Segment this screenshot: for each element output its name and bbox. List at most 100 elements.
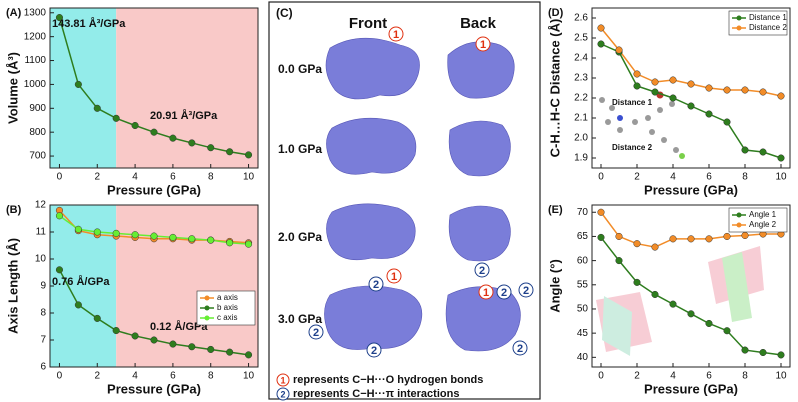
point [93, 228, 101, 236]
marker-circle [368, 276, 384, 292]
y-tick-label: 2.1 [574, 113, 588, 124]
y-tick-label: 1100 [24, 55, 46, 66]
x-tick-label: 4 [670, 371, 676, 382]
point [74, 225, 82, 233]
surface [325, 37, 420, 100]
panel-label: (D) [548, 7, 564, 19]
legend-marker [736, 222, 742, 228]
x-tick-label: 8 [742, 371, 748, 382]
point [723, 327, 731, 335]
point [207, 144, 215, 152]
annotation: 0.12 Å/GPa [150, 320, 208, 333]
marker-label: 2 [371, 345, 377, 357]
point [131, 231, 139, 239]
inset-label: Distance 2 [612, 143, 653, 152]
y-tick-label: 2.5 [574, 33, 588, 44]
y-tick-label: 700 [29, 151, 46, 162]
inset-molecule: Distance 1 Distance 2 [599, 91, 685, 159]
x-tick-label: 10 [243, 371, 255, 382]
x-tick-label: 6 [706, 371, 712, 382]
point [244, 351, 253, 359]
annotation: 143.81 Å³/GPa [52, 17, 126, 30]
row-label: 3.0 GPa [278, 312, 322, 326]
point [597, 233, 605, 241]
point [131, 332, 139, 340]
x-axis-label: Pressure (GPa) [107, 381, 201, 396]
point [705, 235, 713, 243]
point [759, 348, 767, 357]
x-tick-label: 0 [57, 172, 63, 183]
marker-circle [388, 26, 404, 42]
marker-label: 2 [280, 389, 285, 399]
marker-circle [496, 284, 512, 300]
x-axis-label: Pressure (GPa) [644, 182, 738, 197]
point [169, 134, 177, 142]
point [55, 266, 64, 274]
y-tick-label: 800 [29, 127, 46, 138]
x-axis-label: Pressure (GPa) [107, 182, 201, 197]
marker-label: 2 [501, 287, 507, 299]
row-label: 0.0 GPa [278, 62, 322, 76]
marker-label: 2 [313, 327, 319, 339]
x-tick-label: 2 [94, 172, 100, 183]
point [651, 78, 659, 86]
y-tick-label: 40 [577, 352, 589, 363]
point [633, 70, 641, 78]
y-tick-label: 12 [35, 200, 47, 211]
point [188, 343, 196, 351]
point [687, 235, 695, 243]
legend-box [728, 10, 788, 36]
y-axis-label: Angle (°) [547, 259, 562, 313]
x-tick-label: 0 [598, 172, 604, 183]
legend-text: represents C−H···π interactions [293, 388, 459, 400]
point [669, 94, 677, 102]
y-tick-label: 55 [577, 279, 589, 290]
x-tick-label: 10 [775, 172, 787, 183]
panel: 0 2 4 6 8 10 40 45 50 55 60 65 70 (E) Pressure (GPa) An… [547, 204, 791, 396]
point [777, 351, 785, 359]
point [112, 229, 120, 237]
point [651, 88, 659, 96]
point [226, 348, 234, 356]
point [131, 121, 139, 130]
legend-label: Angle 1 [749, 210, 777, 219]
point [687, 310, 695, 318]
marker-circle [474, 262, 490, 278]
point [669, 235, 677, 243]
marker-label: 1 [480, 39, 486, 51]
legend-label: Angle 2 [749, 220, 777, 229]
panel-label: (B) [6, 204, 22, 216]
point [226, 148, 234, 156]
marker-circle [308, 324, 324, 340]
panel: 0 2 4 6 8 10 6 7 8 9 10 11 12 (B) Pressure (GPa) Axis L… [5, 200, 259, 396]
surface [448, 205, 511, 262]
y-axis-label: Axis Length (Å) [5, 238, 20, 334]
panel-label: (E) [548, 204, 563, 216]
plot-frame [591, 7, 791, 169]
point [723, 118, 731, 126]
row-label: 1.0 GPa [278, 142, 322, 156]
marker-circle [475, 36, 491, 52]
x-tick-label: 8 [742, 172, 748, 183]
legend-marker [736, 15, 742, 21]
marker-label: 2 [479, 265, 485, 277]
y-tick-label: 2.0 [574, 133, 588, 144]
panel: 0 2 4 6 8 10 1.9 2.0 2.1 2.2 2.3 2.4 2.5 2.6 (D) Pressu… [547, 7, 791, 197]
point [723, 232, 731, 240]
point [633, 82, 641, 90]
x-tick-label: 2 [634, 172, 640, 183]
legend-label: Distance 1 [749, 13, 787, 22]
point [615, 257, 623, 265]
y-tick-label: 2.3 [574, 73, 588, 84]
point [55, 212, 64, 220]
point [705, 84, 713, 92]
point [669, 300, 677, 308]
panel-label: (C) [276, 6, 293, 20]
legend-label: a axis [217, 293, 238, 302]
y-tick-label: 11 [36, 227, 47, 238]
marker-circle [518, 282, 534, 298]
column-label: Back [460, 15, 497, 32]
point [244, 151, 253, 159]
y-tick-label: 7 [40, 335, 46, 346]
